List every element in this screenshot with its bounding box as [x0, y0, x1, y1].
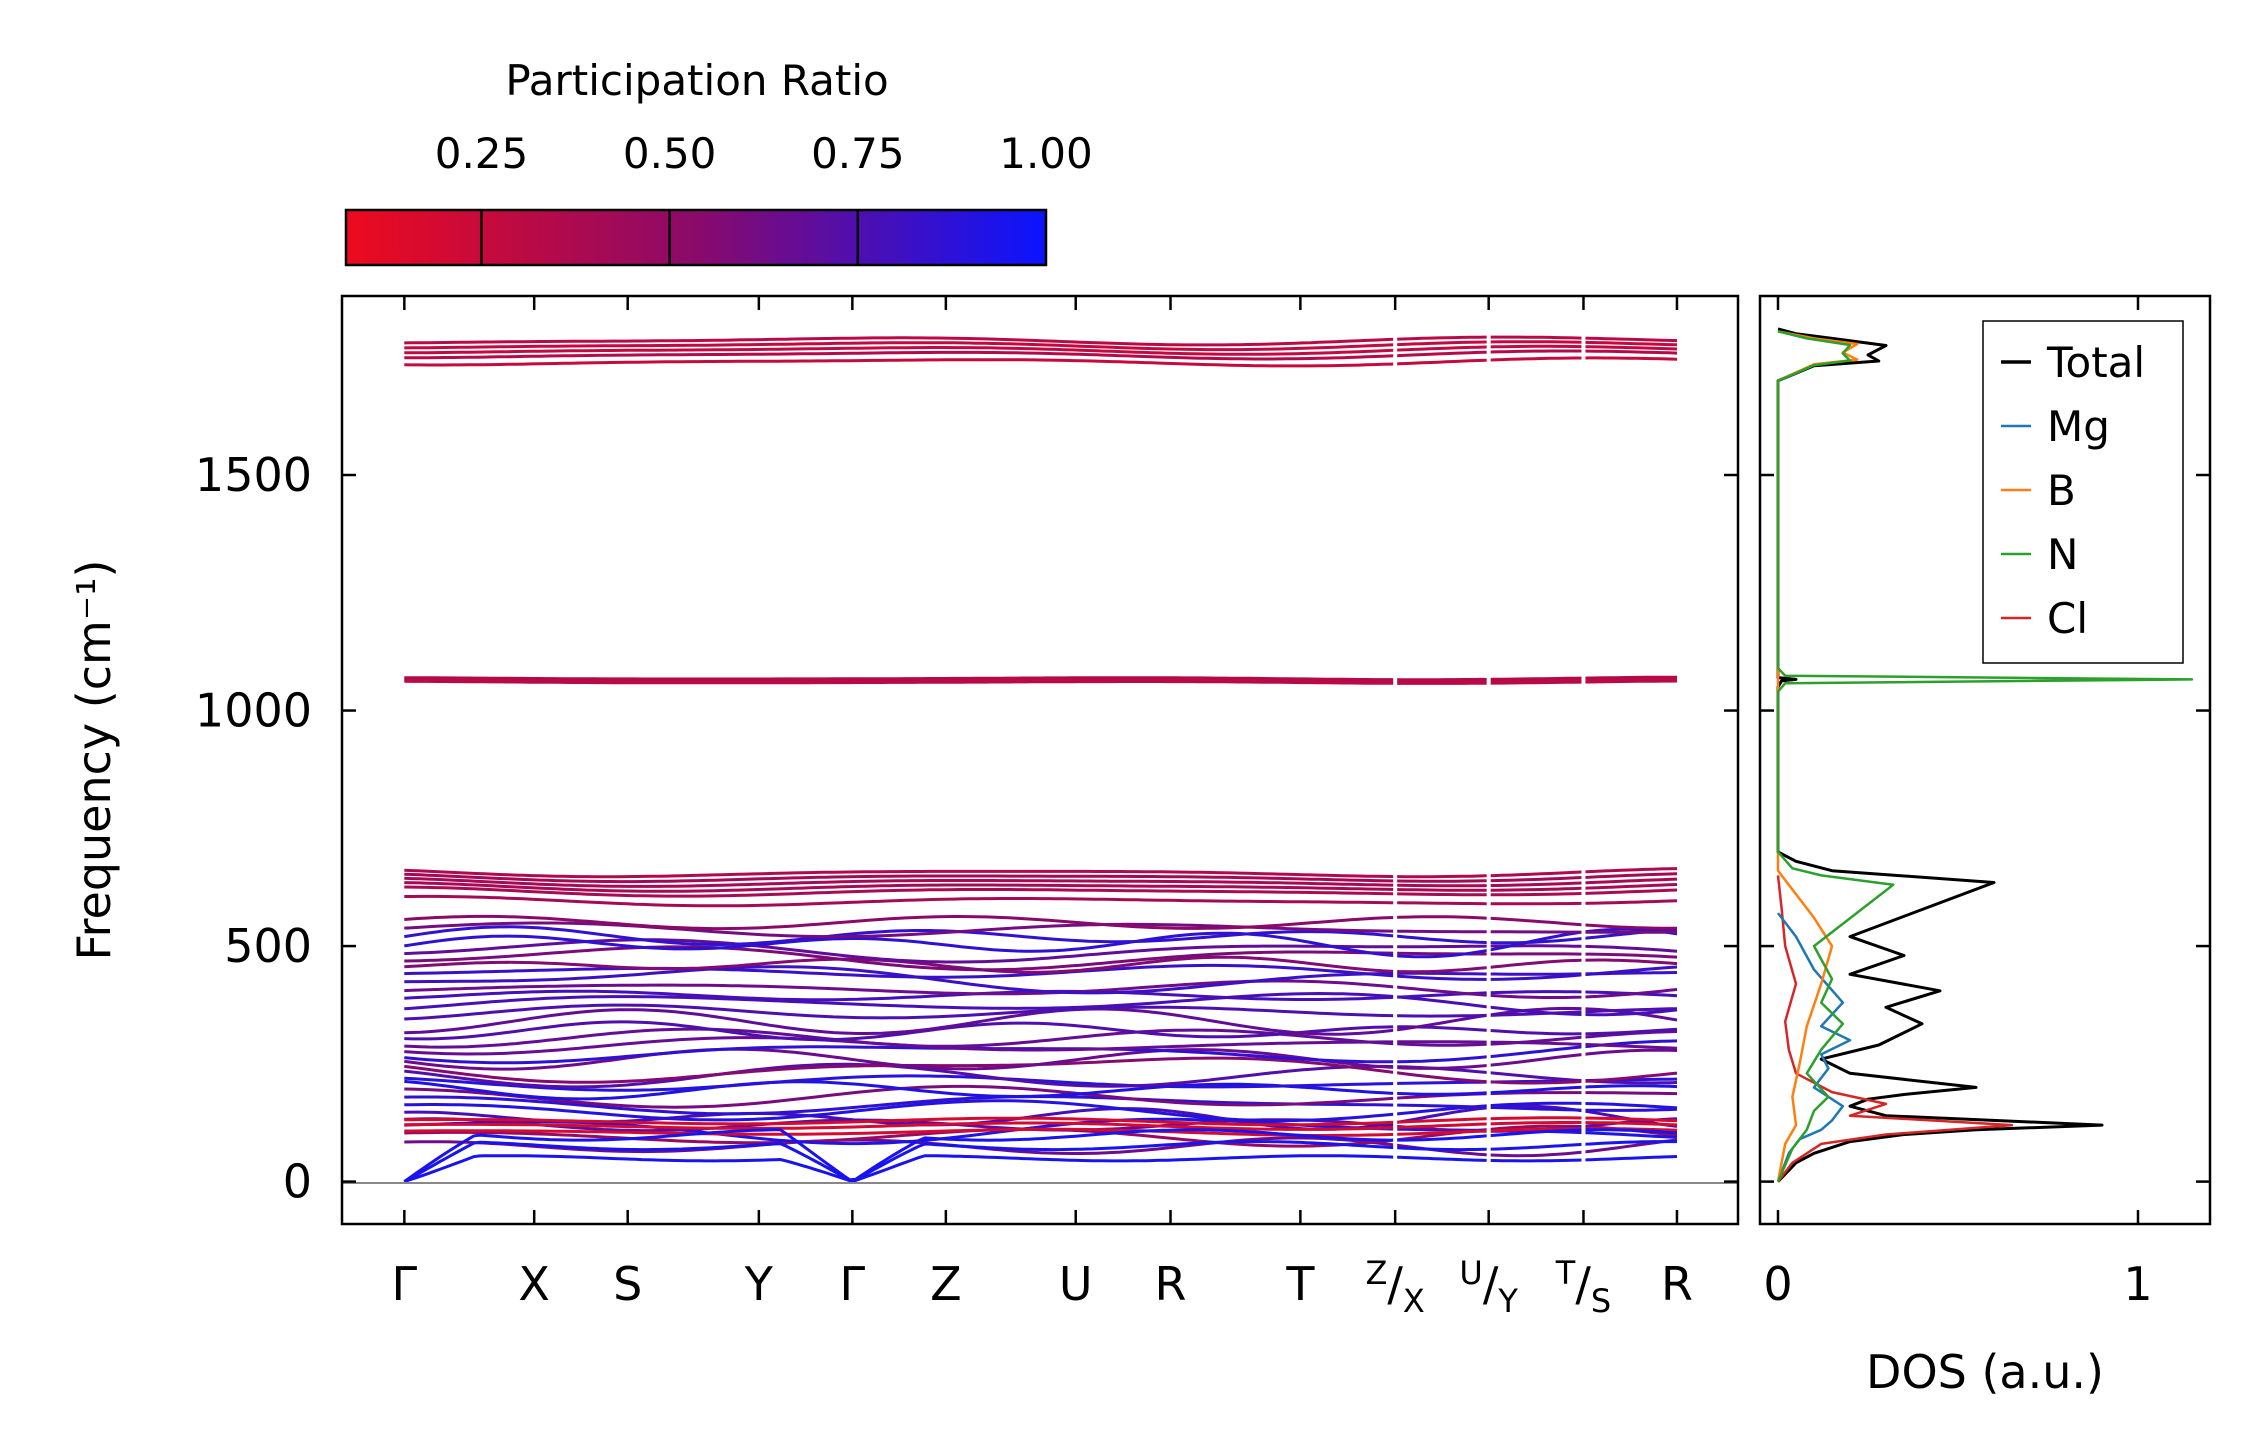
- band-line: [404, 894, 1678, 908]
- colorbar-tick-labels: 0.25 0.50 0.75 1.00: [435, 129, 1093, 178]
- band-line: [404, 1003, 1678, 1021]
- band-line: [404, 872, 1678, 884]
- band-lines: [403, 335, 1678, 1184]
- legend-label-mg: Mg: [2047, 402, 2110, 451]
- x-tick-label: T/S: [1555, 1254, 1611, 1320]
- legend-frame: [1982, 320, 2184, 664]
- dos-series-n: [1776, 330, 2194, 1183]
- band-line: [404, 1047, 1678, 1071]
- x-tick-label: Γ: [840, 1257, 866, 1311]
- band-line: [404, 1136, 1678, 1158]
- dos-axes-frame: [1758, 294, 2212, 1226]
- band-y-ticks: 0 500 1000 1500: [195, 448, 1738, 1209]
- band-line: [404, 1079, 1678, 1101]
- band-x-ticks: Γ X S Y Γ Z U R T Z/X U/Y T/S R: [392, 296, 1693, 1320]
- legend-label-cl: Cl: [2047, 594, 2088, 643]
- path-break: [1581, 298, 1586, 1180]
- band-line: [404, 927, 1678, 959]
- colorbar-label: Participation Ratio: [505, 56, 888, 105]
- band-line: [404, 679, 1678, 685]
- colorbar-tick-label: 0.25: [435, 129, 529, 178]
- dos-series-cl: [1776, 875, 2014, 1183]
- band-line: [404, 1074, 1678, 1092]
- legend-label-b: B: [2047, 466, 2076, 515]
- x-tick-label: R: [1155, 1257, 1187, 1311]
- band-line: [404, 965, 1678, 995]
- band-line: [404, 885, 1678, 898]
- acoustic-band-line: [403, 1140, 1677, 1183]
- band-structure-panel: 0 500 1000 1500 Γ X S Y Γ Z U R T Z/X U/Y T/S R Frequen…: [67, 294, 1740, 1320]
- path-break: [1393, 298, 1398, 1180]
- band-line: [404, 938, 1678, 964]
- acoustic-band-line: [403, 1154, 1678, 1184]
- dos-x-tick-label: 1: [2123, 1257, 2152, 1311]
- x-tick-label: U/Y: [1459, 1254, 1518, 1320]
- band-line: [404, 925, 1678, 946]
- band-line: [404, 991, 1678, 1017]
- dos-y-ticks: [1760, 473, 2210, 1183]
- x-tick-label: X: [518, 1257, 550, 1311]
- dos-lines: [1776, 327, 2194, 1183]
- legend-entries: Total Mg BN Cl: [2001, 338, 2145, 643]
- x-tick-label: Z/X: [1365, 1254, 1424, 1320]
- path-break: [1486, 298, 1491, 1180]
- band-line: [404, 1121, 1678, 1131]
- acoustic-band-line: [403, 1128, 1678, 1183]
- band-line: [404, 867, 1678, 879]
- y-tick-label: 1500: [195, 448, 312, 502]
- band-line: [404, 340, 1678, 352]
- band-line: [404, 955, 1678, 974]
- x-tick-label: T: [1285, 1257, 1315, 1311]
- y-tick-label: 1000: [195, 684, 312, 738]
- y-tick-label: 0: [283, 1155, 312, 1209]
- x-tick-label: U: [1059, 1257, 1093, 1311]
- dos-series-mg: [1776, 912, 1852, 1183]
- band-line: [404, 881, 1678, 893]
- band-line: [404, 356, 1678, 368]
- band-line: [404, 1127, 1678, 1137]
- colorbar-tick-label: 0.75: [811, 129, 905, 178]
- band-axes-frame: [340, 294, 1740, 1226]
- band-line: [404, 1027, 1678, 1049]
- band-line: [404, 876, 1678, 888]
- band-line: [404, 675, 1677, 682]
- band-line: [404, 335, 1678, 347]
- colorbar-tick-label: 1.00: [999, 129, 1093, 178]
- band-line: [404, 1036, 1678, 1056]
- dos-x-axis-label: DOS (a.u.): [1866, 1345, 2104, 1399]
- legend-label-n: N: [2047, 530, 2078, 579]
- x-tick-label: Γ: [392, 1257, 418, 1311]
- x-tick-label: S: [613, 1257, 642, 1311]
- legend-label-total: Total: [2046, 338, 2145, 387]
- colorbar-ticks: [480, 210, 860, 265]
- dos-legend: Total Mg BN Cl: [1982, 320, 2184, 664]
- band-line: [404, 1020, 1678, 1042]
- band-line: [404, 1006, 1678, 1036]
- band-y-axis-label: Frequency (cm⁻¹): [67, 560, 121, 961]
- band-line: [404, 963, 1678, 981]
- band-line: [404, 914, 1678, 931]
- band-line: [404, 1116, 1678, 1127]
- colorbar-tick-label: 0.50: [623, 129, 717, 178]
- band-line: [404, 1062, 1678, 1089]
- band-line: [404, 344, 1678, 356]
- x-tick-label: Y: [744, 1257, 774, 1311]
- colorbar: Participation Ratio 0.25 0.50 0.75 1.00: [344, 56, 1093, 267]
- x-tick-label: Z: [930, 1257, 962, 1311]
- path-discontinuities: [1393, 298, 1586, 1180]
- band-line: [404, 349, 1678, 361]
- x-tick-label: R: [1661, 1257, 1693, 1311]
- dos-x-tick-label: 0: [1763, 1257, 1792, 1311]
- colorbar-gradient: [344, 208, 1048, 267]
- band-line: [404, 979, 1678, 999]
- y-tick-label: 500: [224, 919, 312, 973]
